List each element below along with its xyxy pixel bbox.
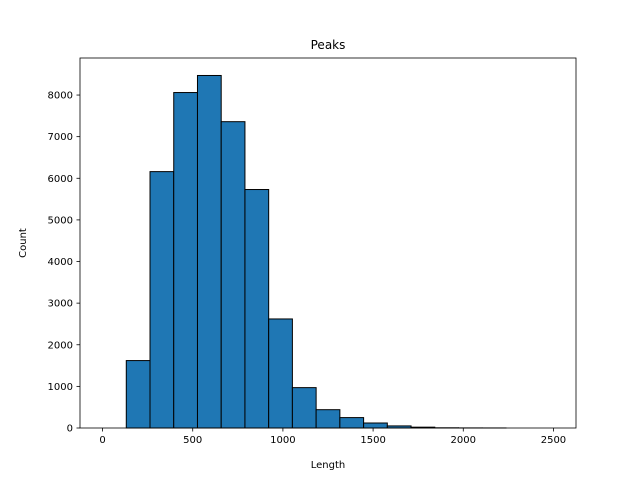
histogram-bar xyxy=(339,417,365,429)
y-tick-label: 3000 xyxy=(48,299,73,310)
x-tick-label: 0 xyxy=(99,435,105,446)
histogram-bar xyxy=(173,92,198,429)
histogram-bar xyxy=(149,171,175,429)
histogram-bar xyxy=(291,387,317,429)
histogram-bar xyxy=(220,121,246,429)
bars-group xyxy=(125,74,507,429)
histogram-bar xyxy=(125,360,151,429)
y-tick-label: 4000 xyxy=(48,257,73,268)
y-tick-label: 2000 xyxy=(48,340,73,351)
plot-frame xyxy=(79,57,577,429)
chart-title: Peaks xyxy=(311,38,346,52)
x-tick-label: 1500 xyxy=(360,435,385,446)
histogram-bar xyxy=(268,318,293,429)
y-tick-label: 7000 xyxy=(48,132,73,143)
y-axis-label: Count xyxy=(18,228,29,258)
x-axis-label: Length xyxy=(311,460,346,471)
histogram-bar xyxy=(363,422,388,429)
y-tick-label: 0 xyxy=(67,424,73,435)
x-tick-label: 500 xyxy=(183,435,202,446)
y-tick-label: 8000 xyxy=(48,91,73,102)
x-tick-label: 2500 xyxy=(541,435,566,446)
y-tick-label: 5000 xyxy=(48,215,73,226)
histogram-bar xyxy=(244,189,270,429)
x-tick-label: 1000 xyxy=(270,435,295,446)
y-tick-label: 6000 xyxy=(48,174,73,185)
histogram-bar xyxy=(315,409,341,429)
x-axis-ticks: 0 500 1000 1500 2000 2500 xyxy=(99,428,566,446)
y-tick-label: 1000 xyxy=(48,382,73,393)
histogram-bar xyxy=(196,74,222,429)
x-tick-label: 2000 xyxy=(451,435,476,446)
y-axis-ticks: 0 1000 2000 3000 4000 5000 6000 7000 8000 xyxy=(48,91,80,435)
